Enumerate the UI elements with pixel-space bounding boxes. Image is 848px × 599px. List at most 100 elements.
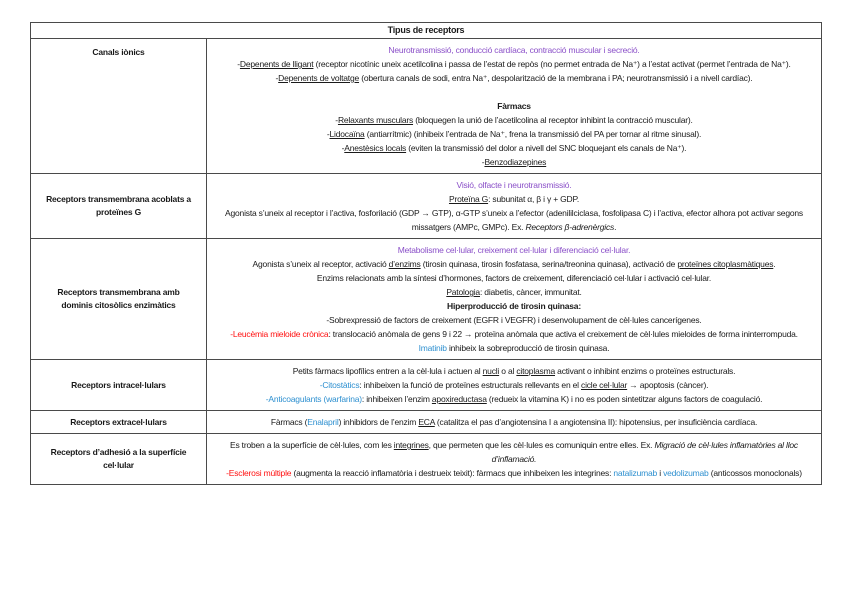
text-segment: Migració de cèl·lules inflamatòries al l… [491, 440, 799, 464]
text-segment: Petits fàrmacs lipofílics entren a la cè… [292, 366, 483, 376]
text-segment: (redueix la vitamina K) i no es poden si… [486, 394, 763, 404]
text-segment: -Anticoagulants (warfarina) [265, 394, 362, 404]
text-segment: : inhibeixen la funció de proteïnes estr… [359, 380, 582, 390]
text-segment: Metabolisme cel·lular, creixement cel·lu… [397, 245, 631, 255]
text-segment: : translocació anòmala de gens 9 i 22 → … [328, 329, 798, 339]
text-segment: Enalapril [307, 417, 339, 427]
text-segment: Agonista s’uneix al receptor i l’activa,… [225, 208, 803, 232]
row-header: Canals iònics [30, 38, 207, 174]
text-segment: d’enzims [388, 259, 421, 269]
text-segment: (tirosin quinasa, tirosin fosfatasa, ser… [420, 259, 678, 269]
text-segment: Anestèsics locals [344, 143, 407, 153]
content-line: -Anticoagulants (warfarina): inhibeixen … [215, 392, 813, 406]
text-segment: Neurotransmissió, conducció cardíaca, co… [388, 45, 640, 55]
text-segment: -Citostàtics [319, 380, 360, 390]
text-segment: (bloquegen la unió de l’acetilcolina al … [413, 115, 693, 125]
row-content: Visió, olfacte i neurotransmissió. Proteï… [206, 173, 822, 239]
table-row: Receptors intracel·lulars Petits fàrmacs … [30, 359, 822, 411]
text-segment: - [335, 115, 338, 125]
table-title: Tipus de receptors [30, 22, 822, 39]
content-line: -Relaxants musculars (bloquegen la unió … [215, 113, 813, 127]
row-content: Petits fàrmacs lipofílics entren a la cè… [206, 359, 822, 411]
content-line: Neurotransmissió, conducció cardíaca, co… [215, 43, 813, 57]
table-row: Receptors d’adhesió a la superfície cel·… [30, 433, 822, 485]
text-segment: ECA [418, 417, 435, 427]
row-header: Receptors extracel·lulars [30, 410, 207, 434]
table-row: Receptors transmembrana acoblats a prote… [30, 173, 822, 239]
text-segment: - [237, 59, 240, 69]
text-segment: natalizumab [613, 468, 658, 478]
text-segment: i [657, 468, 664, 478]
text-segment: ) inhibidors de l’enzim [338, 417, 419, 427]
table-row: Receptors extracel·lulars Fàrmacs (Enalap… [30, 410, 822, 434]
table-row: Canals iònics Neurotransmissió, conducció… [30, 38, 822, 174]
text-segment: . [614, 222, 617, 232]
text-segment: -Leucèmia mieloide crònica [230, 329, 329, 339]
text-segment: , que permeten que les cèl·lules es comu… [428, 440, 655, 450]
content-line: Proteïna G: subunitat α, β i γ + GDP. [215, 192, 813, 206]
content-line: Metabolisme cel·lular, creixement cel·lu… [215, 243, 813, 257]
text-segment: (catalitza el pas d’angiotensina I a ang… [434, 417, 758, 427]
content-line: Enzims relacionats amb la síntesi d’horm… [215, 271, 813, 285]
text-segment: (augmenta la reacció inflamatòria i dest… [291, 468, 614, 478]
text-segment: : inhibeixen l’enzim [361, 394, 432, 404]
text-segment: → apoptosis (càncer). [627, 380, 709, 390]
text-segment: Fàrmacs ( [270, 417, 308, 427]
text-segment: (eviten la transmissió del dolor a nivel… [406, 143, 687, 153]
text-segment: - [326, 129, 330, 139]
row-header: Receptors d’adhesió a la superfície cel·… [30, 433, 207, 485]
content-line: -Esclerosi múltiple (augmenta la reacció… [215, 466, 813, 480]
text-segment: : subunitat α, β i γ + GDP. [488, 194, 580, 204]
text-segment: Depenents de lligant [239, 59, 314, 69]
text-segment: -Sobrexpressió de factors de creixement … [326, 315, 702, 325]
text-segment: o al [499, 366, 517, 376]
content-line: -Depenents de lligant (receptor nicotíni… [215, 57, 813, 71]
text-segment: . [773, 259, 776, 269]
row-header: Receptors intracel·lulars [30, 359, 207, 411]
text-segment: inhibeix la sobreproducció de tirosin qu… [446, 343, 610, 353]
text-segment: Relaxants musculars [337, 115, 414, 125]
text-segment: integrines [393, 440, 429, 450]
content-line: Fàrmacs [215, 99, 813, 113]
text-segment: Fàrmacs [497, 101, 531, 111]
row-header: Receptors transmembrana amb dominis cito… [30, 238, 207, 360]
text-segment: - [341, 143, 345, 153]
content-line: Agonista s’uneix al receptor i l’activa,… [215, 206, 813, 234]
content-line: Petits fàrmacs lipofílics entren a la cè… [215, 364, 813, 378]
text-segment: (obertura canals de sodi, entra Na⁺, des… [359, 73, 753, 83]
table-row: Receptors transmembrana amb dominis cito… [30, 238, 822, 360]
content-line: -Leucèmia mieloide crònica: translocació… [215, 327, 813, 341]
row-content: Neurotransmissió, conducció cardíaca, co… [206, 38, 822, 174]
content-line: Es troben a la superfície de cèl·lules, … [215, 438, 813, 466]
content-line: -Sobrexpressió de factors de creixement … [215, 313, 813, 327]
content-line: Agonista s’uneix al receptor, activació … [215, 257, 813, 271]
text-segment: Lidocaïna [329, 129, 365, 139]
text-segment: Imatinib [418, 343, 447, 353]
text-segment: Agonista s’uneix al receptor, activació [252, 259, 389, 269]
text-segment: Patologia [446, 287, 480, 297]
text-segment: (receptor nicotínic uneix acetilcolina i… [313, 59, 791, 69]
content-line: -Benzodiazepines [215, 155, 813, 169]
text-segment: apoxireductasa [431, 394, 487, 404]
text-segment: Hiperproducció de tirosin quinasa: [447, 301, 581, 311]
content-line: Imatinib inhibeix la sobreproducció de t… [215, 341, 813, 355]
text-segment: - [481, 157, 485, 167]
text-segment: (anticossos monoclonals) [708, 468, 802, 478]
row-content: Es troben a la superfície de cèl·lules, … [206, 433, 822, 485]
row-content: Fàrmacs (Enalapril) inhibidors de l’enzi… [206, 410, 822, 434]
text-segment: -Esclerosi múltiple [226, 468, 292, 478]
text-segment: Visió, olfacte i neurotransmissió. [456, 180, 572, 190]
text-segment: activant o inhibint enzims o proteïnes e… [555, 366, 736, 376]
text-segment: vedolizumab [663, 468, 709, 478]
table-title-row: Tipus de receptors [30, 22, 822, 39]
content-line: Patologia: diabetis, càncer, immunitat. [215, 285, 813, 299]
blank-line [215, 85, 813, 99]
content-line: Hiperproducció de tirosin quinasa: [215, 299, 813, 313]
text-segment: (antiarrítmic) (inhibeix l’entrada de Na… [364, 129, 702, 139]
text-segment: - [275, 73, 279, 83]
row-content: Metabolisme cel·lular, creixement cel·lu… [206, 238, 822, 360]
row-header: Receptors transmembrana acoblats a prote… [30, 173, 207, 239]
text-segment: nucli [482, 366, 500, 376]
content-line: Fàrmacs (Enalapril) inhibidors de l’enzi… [215, 415, 813, 429]
